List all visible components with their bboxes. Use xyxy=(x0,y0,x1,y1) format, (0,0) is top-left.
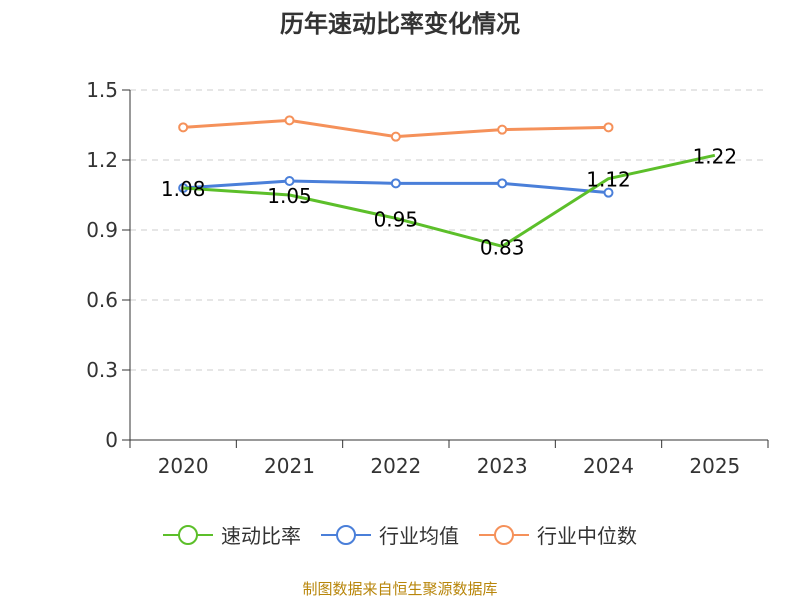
data-label: 0.83 xyxy=(480,235,525,259)
y-tick-label: 1.5 xyxy=(86,78,118,102)
data-point-industry_avg xyxy=(390,178,401,189)
data-point-industry_median xyxy=(603,122,614,133)
y-tick-label: 0.6 xyxy=(86,288,118,312)
legend-marker-industry-avg xyxy=(321,524,371,545)
x-tick-label: 2025 xyxy=(689,454,740,478)
legend-item-industry-avg[interactable]: 行业均值 xyxy=(321,520,459,549)
data-label: 1.05 xyxy=(267,184,312,208)
series-line-speed_ratio xyxy=(183,153,716,248)
data-label: 1.12 xyxy=(586,168,631,192)
data-point-industry_median xyxy=(390,131,401,142)
legend-marker-industry-median xyxy=(479,524,529,545)
x-tick-label: 2022 xyxy=(370,454,421,478)
x-tick-label: 2020 xyxy=(158,454,209,478)
chart-title: 历年速动比率变化情况 xyxy=(280,10,520,38)
y-tick-label: 1.2 xyxy=(86,148,118,172)
y-tick-label: 0 xyxy=(105,428,118,452)
data-source: 制图数据来自恒生聚源数据库 xyxy=(302,580,498,598)
y-tick-label: 0.9 xyxy=(86,218,118,242)
x-tick-label: 2024 xyxy=(583,454,634,478)
x-tick-label: 2021 xyxy=(264,454,315,478)
legend-label-speed-ratio: 速动比率 xyxy=(221,524,301,548)
data-point-industry_avg xyxy=(284,176,295,186)
legend-label-industry-avg: 行业均值 xyxy=(379,524,459,548)
legend-item-speed-ratio[interactable]: 速动比率 xyxy=(163,520,301,549)
data-point-industry_avg xyxy=(497,178,508,189)
data-label: 1.22 xyxy=(693,144,738,168)
legend-label-industry-median: 行业中位数 xyxy=(537,524,637,548)
x-tick-label: 2023 xyxy=(477,454,528,478)
y-tick-label: 0.3 xyxy=(86,358,118,382)
data-label: 0.95 xyxy=(374,207,419,231)
data-point-industry_median xyxy=(178,122,189,133)
data-label: 1.08 xyxy=(161,177,206,201)
data-point-industry_avg xyxy=(603,187,614,198)
legend: 速动比率 行业均值 行业中位数 xyxy=(0,520,800,549)
data-point-industry_median xyxy=(284,115,295,126)
legend-item-industry-median[interactable]: 行业中位数 xyxy=(479,520,637,549)
legend-marker-speed-ratio xyxy=(163,524,213,545)
data-point-industry_median xyxy=(497,124,508,135)
